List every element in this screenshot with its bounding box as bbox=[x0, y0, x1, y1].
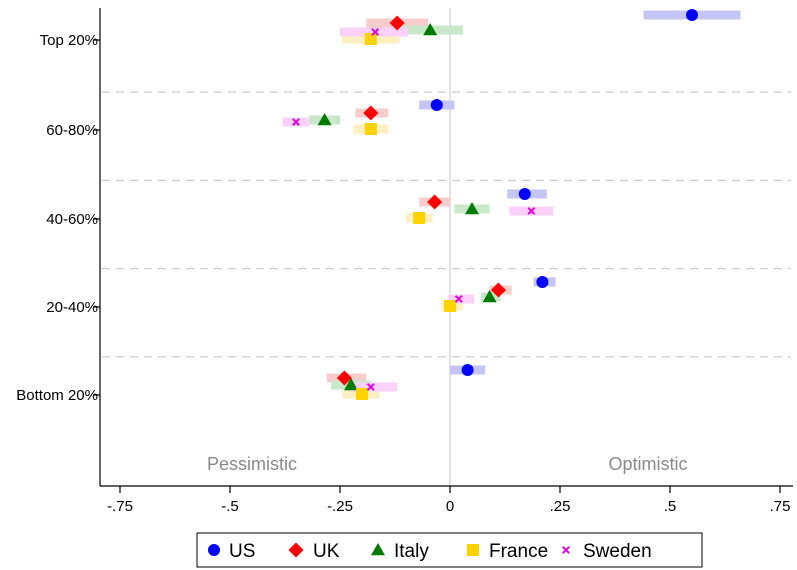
legend-item-france: France bbox=[467, 541, 548, 562]
series-uk bbox=[326, 18, 512, 383]
region-labels: Pessimistic Optimistic bbox=[207, 454, 688, 474]
legend-marker bbox=[208, 544, 220, 556]
axes: Top 20% 60-80% 40-60% 20-40% Bottom 20% -.75 -… bbox=[16, 8, 793, 515]
data-point bbox=[444, 300, 456, 312]
legend-label: Sweden bbox=[583, 541, 652, 562]
x-tick-label: -.25 bbox=[327, 498, 353, 515]
data-point bbox=[366, 383, 375, 391]
data-point bbox=[344, 378, 358, 391]
data-point bbox=[490, 282, 506, 298]
pessimistic-label: Pessimistic bbox=[207, 454, 297, 474]
data-point bbox=[518, 188, 531, 200]
data-point bbox=[413, 212, 426, 224]
y-tick-label: 20-40% bbox=[46, 299, 98, 316]
legend-label: France bbox=[489, 541, 548, 562]
series-sweden bbox=[282, 27, 554, 392]
series-sweden-points bbox=[292, 28, 536, 391]
data-point bbox=[454, 295, 463, 303]
data-point bbox=[292, 118, 300, 126]
data-point bbox=[363, 105, 379, 121]
data-point bbox=[686, 9, 698, 21]
data-point bbox=[317, 113, 332, 126]
data-point bbox=[427, 194, 443, 210]
series-uk-points bbox=[336, 15, 506, 386]
plot-area bbox=[102, 8, 791, 486]
legend-item-italy: Italy bbox=[371, 541, 429, 562]
confidence-band bbox=[353, 382, 398, 392]
data-point bbox=[465, 202, 479, 215]
x-tick-label: -.75 bbox=[107, 498, 133, 515]
data-point bbox=[461, 364, 474, 376]
y-tick-label: Top 20% bbox=[40, 32, 98, 49]
series-france-points bbox=[356, 33, 456, 400]
x-tick-label: .25 bbox=[550, 498, 571, 515]
confidence-band bbox=[447, 294, 475, 304]
optimistic-label: Optimistic bbox=[608, 454, 687, 474]
legend-label: Italy bbox=[394, 541, 429, 562]
y-tick-label: 60-80% bbox=[46, 122, 98, 139]
legend-box bbox=[196, 532, 703, 568]
x-tick-label: -.5 bbox=[221, 498, 239, 515]
y-tick-label: 40-60% bbox=[46, 211, 98, 228]
data-point bbox=[364, 123, 377, 135]
series-us-points bbox=[430, 9, 698, 376]
data-point bbox=[336, 370, 352, 386]
y-tick-label: Bottom 20% bbox=[16, 387, 98, 404]
legend: US UK Italy France Sweden bbox=[196, 532, 703, 568]
legend-item-uk: UK bbox=[288, 541, 340, 562]
data-point bbox=[482, 290, 497, 303]
data-point bbox=[430, 99, 443, 111]
legend-marker bbox=[562, 546, 570, 554]
series-us bbox=[419, 10, 741, 375]
x-tick-label: 0 bbox=[446, 498, 454, 515]
legend-marker bbox=[288, 542, 304, 558]
data-point bbox=[423, 23, 438, 36]
data-point bbox=[527, 207, 536, 215]
data-point bbox=[389, 15, 405, 31]
data-point bbox=[536, 276, 549, 288]
legend-item-sweden: Sweden bbox=[562, 541, 652, 562]
data-point bbox=[364, 33, 377, 45]
series-italy-points bbox=[317, 23, 497, 391]
data-point bbox=[371, 28, 380, 36]
legend-item-us: US bbox=[208, 541, 255, 562]
legend-label: US bbox=[229, 541, 255, 562]
x-tick-label: .5 bbox=[664, 498, 677, 515]
legend-label: UK bbox=[313, 541, 340, 562]
x-tick-label: .75 bbox=[770, 498, 791, 515]
legend-marker bbox=[467, 544, 479, 556]
series-france bbox=[342, 34, 464, 399]
legend-marker bbox=[371, 543, 385, 556]
data-point bbox=[356, 388, 368, 400]
